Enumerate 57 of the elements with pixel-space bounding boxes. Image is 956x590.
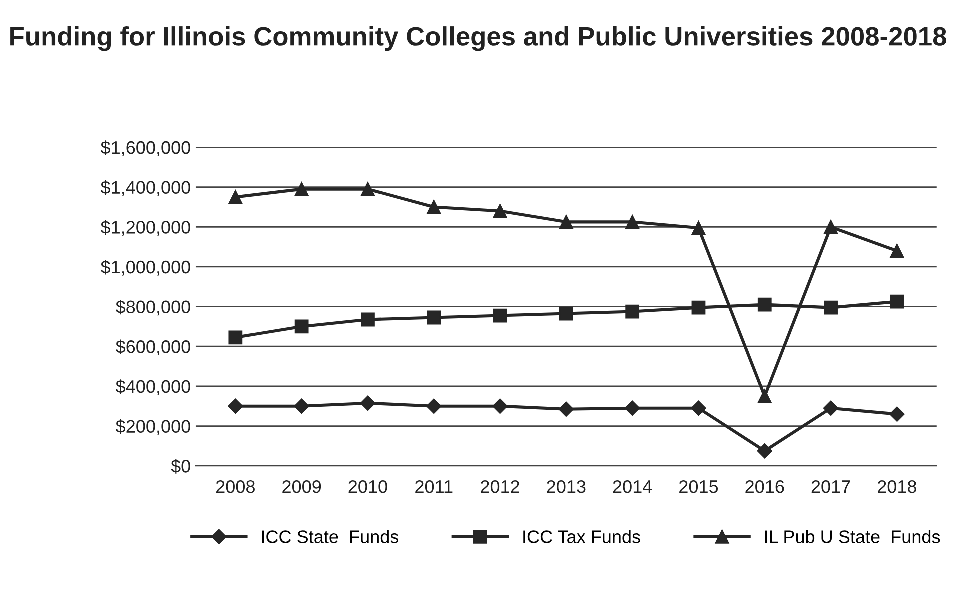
point bbox=[757, 444, 772, 459]
point bbox=[493, 308, 508, 323]
point bbox=[758, 389, 772, 404]
point bbox=[558, 402, 574, 417]
y-tick-label: $400,000 bbox=[116, 380, 190, 396]
y-tick-label: $1,600,000 bbox=[100, 140, 190, 156]
y-tick-label: $200,000 bbox=[116, 419, 190, 436]
y-tick-label: $600,000 bbox=[116, 340, 190, 356]
point bbox=[427, 200, 442, 214]
point bbox=[294, 398, 310, 414]
point bbox=[294, 182, 309, 196]
x-tick-label: 2011 bbox=[416, 480, 453, 494]
point bbox=[626, 215, 640, 230]
y-tick-label: $1,400,000 bbox=[100, 180, 190, 196]
point bbox=[758, 298, 772, 312]
point bbox=[890, 294, 904, 309]
x-tick-label: 2014 bbox=[613, 480, 652, 494]
point bbox=[426, 398, 442, 414]
point bbox=[824, 220, 838, 234]
point bbox=[361, 312, 375, 327]
x-tick-label: 2010 bbox=[348, 480, 388, 494]
point bbox=[427, 310, 442, 325]
point bbox=[890, 406, 905, 422]
point bbox=[492, 398, 508, 414]
x-tick-label: 2017 bbox=[812, 480, 850, 494]
point bbox=[228, 190, 243, 204]
point bbox=[294, 320, 309, 334]
point bbox=[360, 396, 376, 411]
x-tick-label: 2016 bbox=[746, 480, 784, 494]
point bbox=[823, 400, 839, 416]
point bbox=[625, 400, 640, 416]
point bbox=[493, 204, 508, 218]
y-tick-label: $1,000,000 bbox=[100, 260, 190, 276]
x-tick-label: 2013 bbox=[547, 480, 586, 494]
x-tick-label: 2009 bbox=[282, 480, 322, 494]
point bbox=[228, 398, 244, 414]
x-tick-label: 2012 bbox=[481, 480, 520, 494]
x-tick-label: 2008 bbox=[216, 480, 255, 494]
point bbox=[824, 300, 838, 315]
point bbox=[692, 221, 706, 236]
point bbox=[626, 304, 640, 319]
y-tick-label: $1,200,000 bbox=[100, 220, 190, 236]
point bbox=[559, 306, 574, 321]
legend-label: ICC Tax Funds bbox=[524, 530, 640, 544]
point bbox=[691, 400, 706, 416]
y-tick-label: $0 bbox=[171, 459, 190, 474]
point bbox=[228, 330, 243, 345]
legend-label: IL Pub U State Funds bbox=[765, 530, 940, 544]
point bbox=[559, 215, 574, 230]
x-tick-label: 2018 bbox=[878, 480, 916, 494]
legend-label: ICC State Funds bbox=[262, 530, 399, 544]
point bbox=[890, 244, 904, 258]
chart-title: Funding for Illinois Community Colleges and Public Universities 2008-2018 bbox=[10, 26, 946, 52]
point bbox=[361, 182, 375, 196]
y-tick-label: $800,000 bbox=[116, 300, 190, 316]
point bbox=[692, 300, 706, 315]
x-tick-label: 2015 bbox=[680, 480, 718, 494]
